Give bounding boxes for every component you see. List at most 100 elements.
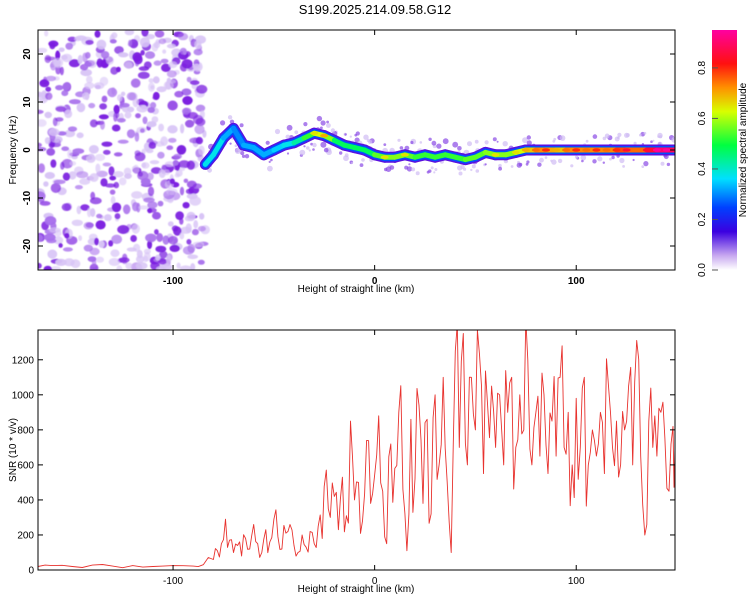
noise-blob xyxy=(44,111,52,119)
track-halo-dot xyxy=(498,166,502,171)
track-halo-dot xyxy=(361,158,365,162)
track-halo-dot xyxy=(471,164,476,169)
noise-blob xyxy=(118,177,127,186)
noise-blob xyxy=(109,189,116,195)
snr-panel: -100 0 100 0 200 400 600 800 1000 1200 Height of… xyxy=(8,329,676,595)
track-halo-dot xyxy=(639,133,642,137)
noise-blob xyxy=(74,185,83,190)
spectrogram-y-ticks: 20 10 0 -10 -20 xyxy=(22,48,675,253)
colorbar-tick-label: 0.2 xyxy=(697,212,708,226)
noise-blob xyxy=(116,265,123,270)
noise-blob xyxy=(104,214,112,222)
noise-blob xyxy=(140,105,147,110)
noise-blob xyxy=(55,50,61,61)
track-halo-dot xyxy=(498,163,502,168)
noise-blob xyxy=(50,266,62,270)
noise-blob xyxy=(140,49,145,56)
noise-blob xyxy=(68,171,77,180)
track-halo-dot xyxy=(320,120,326,126)
track-hotspot xyxy=(562,148,571,152)
y-tick-label: 10 xyxy=(22,96,33,108)
noise-blob xyxy=(57,131,67,136)
track-halo-dot xyxy=(399,146,404,150)
noise-blob xyxy=(196,84,208,94)
noise-blob xyxy=(61,90,69,97)
track-halo-dot xyxy=(452,141,459,148)
colorbar-tick-label: 0.0 xyxy=(697,263,708,277)
snr-y-axis-label: SNR (10 * v/v) xyxy=(8,418,19,482)
noise-blob xyxy=(156,86,167,93)
track-hotspot xyxy=(320,133,329,138)
noise-blob xyxy=(91,258,97,268)
track-halo-dot xyxy=(624,132,630,138)
snr-line xyxy=(38,330,675,569)
figure-title: S199.2025.214.09.58.G12 xyxy=(298,2,452,17)
noise-blob xyxy=(84,61,92,67)
track-halo-dot xyxy=(570,164,574,168)
y-tick-label: 1200 xyxy=(12,355,35,366)
x-tick-label: -100 xyxy=(163,576,183,587)
noise-blob xyxy=(150,102,157,109)
track-halo-dot xyxy=(306,146,310,150)
noise-blob xyxy=(145,34,155,40)
track-halo-dot xyxy=(484,140,489,145)
noise-blob xyxy=(89,173,99,182)
noise-blob xyxy=(179,186,185,196)
noise-blob xyxy=(166,145,174,150)
track-halo-dot xyxy=(622,165,625,168)
noise-blob xyxy=(59,66,64,76)
noise-blob xyxy=(195,104,206,112)
noise-blob xyxy=(144,51,156,59)
noise-blob xyxy=(185,223,192,234)
noise-blob xyxy=(113,152,123,157)
noise-blob xyxy=(185,188,194,195)
noise-blob xyxy=(140,178,151,186)
noise-blob xyxy=(45,75,57,82)
noise-blob xyxy=(48,227,61,233)
snr-x-ticks: -100 0 100 xyxy=(163,330,585,587)
noise-blob xyxy=(45,86,52,92)
noise-blob xyxy=(113,171,124,178)
noise-blob xyxy=(48,40,59,48)
track-halo-dot xyxy=(430,166,434,170)
noise-blob xyxy=(76,102,86,113)
colorbar-tick-label: 0.6 xyxy=(697,111,708,125)
track-halo-dot xyxy=(234,144,238,147)
x-tick-label: 0 xyxy=(372,576,378,587)
noise-blob xyxy=(143,197,155,203)
track-segment xyxy=(210,135,226,158)
noise-blob xyxy=(79,178,91,185)
track-halo-dot xyxy=(475,169,480,173)
noise-blob xyxy=(110,249,120,257)
noise-blob xyxy=(152,211,161,220)
noise-blob xyxy=(131,223,140,234)
track-halo-dot xyxy=(526,160,530,164)
noise-blob xyxy=(172,160,179,166)
track-halo-dot xyxy=(303,122,308,127)
track-halo-dot xyxy=(326,123,331,128)
noise-blob xyxy=(114,46,124,55)
track-halo-dot xyxy=(294,130,299,135)
noise-blob xyxy=(109,39,117,44)
noise-blob xyxy=(176,145,187,155)
noise-blob xyxy=(134,152,146,162)
noise-blob xyxy=(181,59,193,69)
colorbar-tick-label: 0.8 xyxy=(697,61,708,75)
noise-blob xyxy=(166,188,178,196)
noise-blob xyxy=(130,235,137,242)
noise-blob xyxy=(58,47,65,53)
noise-blob xyxy=(166,79,176,84)
noise-blob xyxy=(76,132,84,139)
noise-blob xyxy=(141,162,150,169)
noise-blob xyxy=(62,82,70,90)
noise-blob xyxy=(50,183,62,193)
track-hotspot xyxy=(521,148,530,152)
track-halo-dot xyxy=(299,149,306,156)
noise-blob xyxy=(149,160,160,165)
noise-blob xyxy=(132,202,139,212)
noise-blob xyxy=(166,254,172,265)
track-hotspot xyxy=(652,148,661,152)
noise-blob xyxy=(133,54,143,65)
noise-blob xyxy=(148,82,155,92)
noise-blob xyxy=(38,142,42,148)
